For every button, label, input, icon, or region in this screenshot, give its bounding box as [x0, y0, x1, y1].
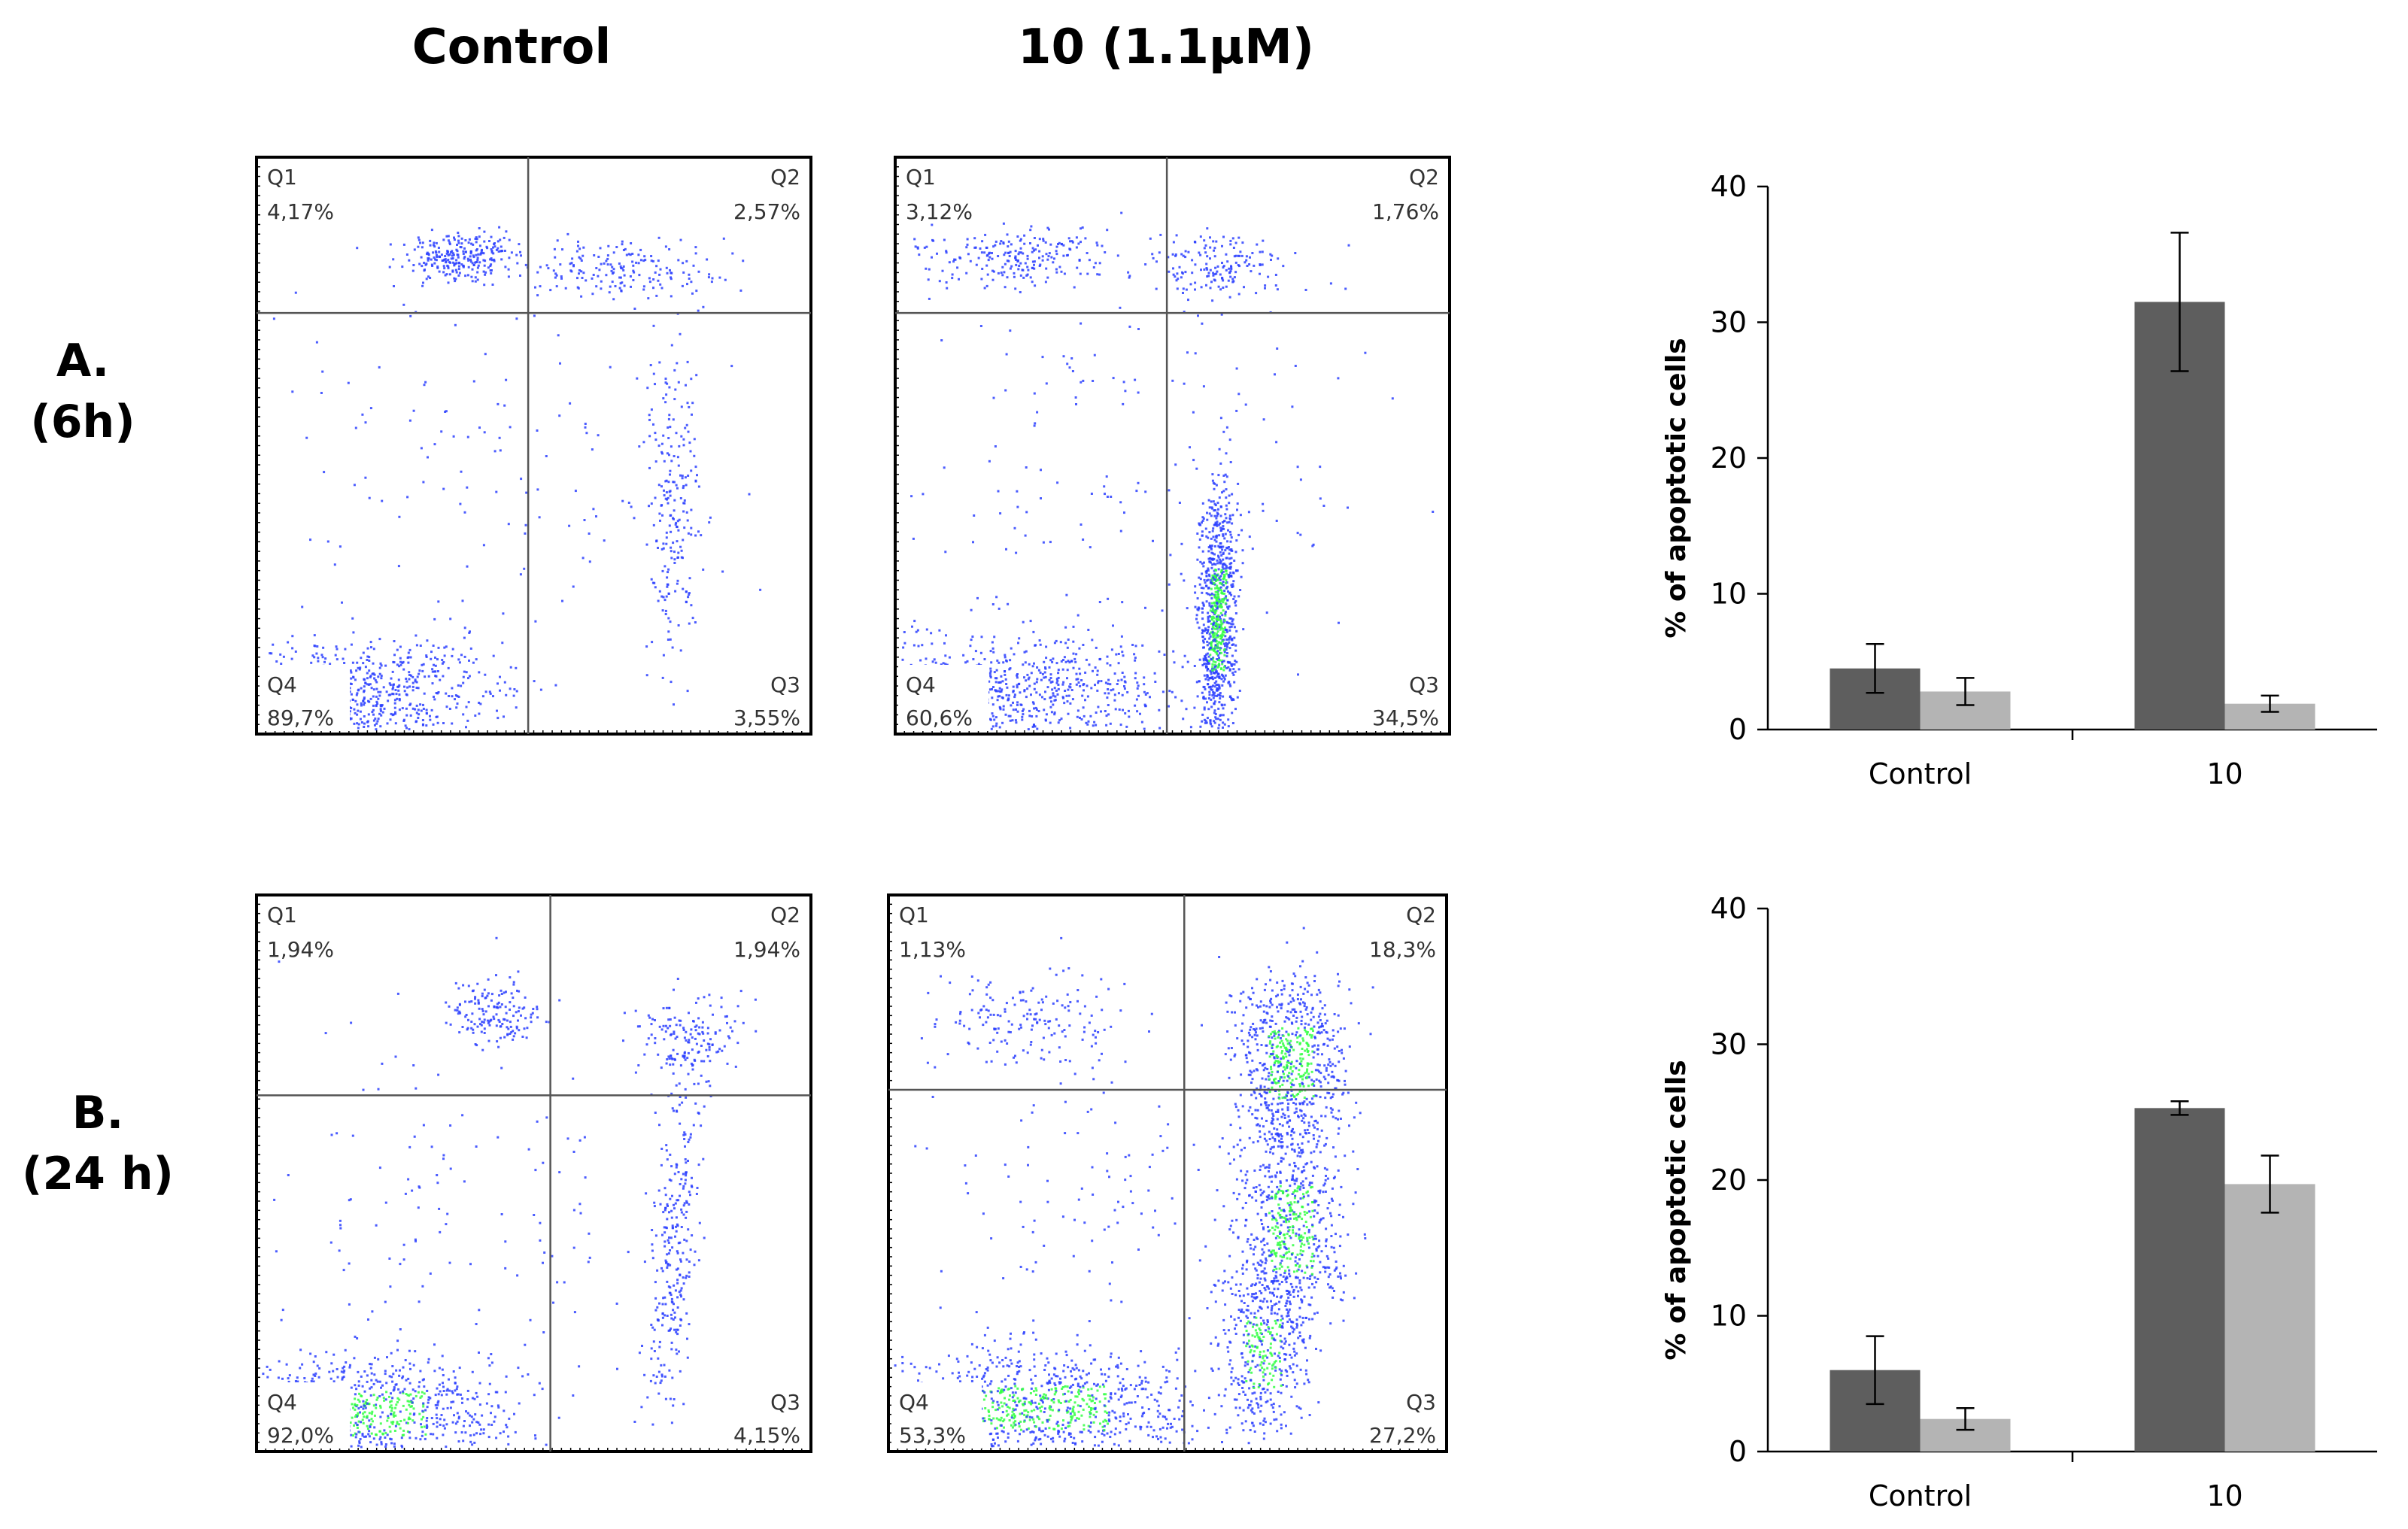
- bar-6h-error-bar-10-series-2: [2261, 694, 2279, 713]
- bar-6h-error-bar-Control-series-2: [1956, 677, 1975, 706]
- quadrant-q2-value: 18,3%: [1369, 937, 1436, 962]
- bar-24h-error-bar-10-series-2: [2261, 1154, 2279, 1214]
- column-title-treated: 10 (1.1μM): [1018, 20, 1314, 75]
- dot-cloud: [894, 927, 1374, 1448]
- column-title-control: Control: [411, 20, 612, 75]
- quadrant-q4-name: Q4: [267, 1390, 297, 1415]
- bar-chart-24h: 0 10 20 30 40 % of apoptotic cells Control 10: [1661, 892, 2377, 1512]
- quadrant-q1-name: Q1: [267, 903, 297, 927]
- bar-24h-y-tick-label: 20: [1711, 1163, 1747, 1197]
- bar-24h-bar-10-series-1: [2134, 1108, 2225, 1452]
- quadrant-q4-name: Q4: [899, 1390, 929, 1415]
- quadrant-q3-name: Q3: [770, 1390, 800, 1415]
- row-label-a-time: (6h): [30, 396, 135, 448]
- bar-24h-error-bar-10-series-1: [2170, 1100, 2189, 1116]
- bar-24h-y-tick-label: 30: [1711, 1028, 1747, 1061]
- dot-plot-6h-treated: Q1 3,12% Q2 1,76% Q4 60,6% Q3 34,5%: [894, 156, 1451, 736]
- quadrant-q3-name: Q3: [1409, 672, 1439, 697]
- quadrant-q4-value: 92,0%: [267, 1423, 334, 1448]
- bar-6h-error-bar-Control-series-1: [1866, 643, 1884, 694]
- bar-6h-category-label: Control: [1869, 757, 1972, 790]
- quadrant-q2-name: Q2: [1406, 903, 1436, 927]
- bar-24h-y-label: % of apoptotic cells: [1661, 1060, 1692, 1360]
- bar-24h-error-bar-Control-series-2: [1956, 1406, 1975, 1431]
- quadrant-q2-name: Q2: [770, 165, 800, 190]
- quadrant-q3-name: Q3: [770, 672, 800, 697]
- quadrant-q4-value: 89,7%: [267, 705, 334, 730]
- quadrant-q4-value: 60,6%: [906, 705, 973, 730]
- dot-cloud: [900, 211, 1435, 731]
- quadrant-q2-name: Q2: [770, 903, 800, 927]
- quadrant-q1-name: Q1: [267, 165, 297, 190]
- quadrant-q4-name: Q4: [906, 672, 936, 697]
- dot-plot-24h-treated: Q1 1,13% Q2 18,3% Q4 53,3% Q3 27,2%: [887, 893, 1448, 1453]
- bar-24h-category-label: Control: [1869, 1479, 1972, 1512]
- row-label-a-letter: A.: [56, 335, 110, 387]
- quadrant-q1-name: Q1: [906, 165, 936, 190]
- bar-6h-y-tick-label: 30: [1711, 306, 1747, 339]
- plot-frame: [255, 893, 812, 1453]
- bar-24h-y-tick-label: 40: [1711, 892, 1747, 925]
- quadrant-q1-value: 1,94%: [267, 937, 334, 962]
- row-label-a: A. (6h): [15, 331, 150, 453]
- bar-6h-y-tick-label: 40: [1711, 170, 1747, 203]
- bar-24h-y-tick-label: 10: [1711, 1300, 1747, 1333]
- bar-6h-y-tick-label: 10: [1711, 578, 1747, 611]
- bar-24h-bar-10-series-2: [2224, 1184, 2315, 1452]
- plot-frame: [887, 893, 1448, 1453]
- bar-6h-y-label: % of apoptotic cells: [1661, 338, 1692, 638]
- row-label-b-time: (24 h): [22, 1148, 174, 1200]
- quadrant-q1-value: 4,17%: [267, 199, 334, 224]
- bar-24h-y-tick-label: 0: [1729, 1435, 1747, 1468]
- dot-plot-6h-control: Q1 4,17% Q2 2,57% Q4 89,7% Q3 3,55%: [255, 156, 812, 736]
- dot-plot-24h-control: Q1 1,94% Q2 1,94% Q4 92,0% Q3 4,15%: [255, 893, 812, 1453]
- row-label-b: B. (24 h): [15, 1083, 181, 1205]
- quadrant-q3-value: 3,55%: [733, 705, 800, 730]
- quadrant-q2-value: 1,76%: [1372, 199, 1439, 224]
- quadrant-q1-value: 1,13%: [899, 937, 966, 962]
- bar-6h-bar-10-series-1: [2134, 302, 2225, 730]
- row-label-b-letter: B.: [71, 1087, 124, 1139]
- quadrant-q2-name: Q2: [1409, 165, 1439, 190]
- quadrant-q1-value: 3,12%: [906, 199, 973, 224]
- quadrant-q2-value: 2,57%: [733, 199, 800, 224]
- bar-6h-category-label: 10: [2206, 757, 2243, 790]
- quadrant-q4-name: Q4: [267, 672, 297, 697]
- quadrant-q3-name: Q3: [1406, 1390, 1436, 1415]
- bar-6h-y-tick-label: 20: [1711, 441, 1747, 475]
- bar-6h-y-tick-label: 0: [1729, 713, 1747, 746]
- quadrant-q4-value: 53,3%: [899, 1423, 966, 1448]
- bar-24h-error-bar-Control-series-1: [1866, 1335, 1884, 1406]
- bar-chart-6h: 0 10 20 30 40 % of apoptotic cells Control 10: [1661, 170, 2377, 790]
- quadrant-q3-value: 27,2%: [1369, 1423, 1436, 1448]
- quadrant-q2-value: 1,94%: [733, 937, 800, 962]
- quadrant-q3-value: 34,5%: [1372, 705, 1439, 730]
- quadrant-q3-value: 4,15%: [733, 1423, 800, 1448]
- bar-6h-error-bar-10-series-1: [2170, 232, 2189, 372]
- bar-24h-category-label: 10: [2206, 1479, 2243, 1512]
- quadrant-q1-name: Q1: [899, 903, 929, 927]
- plot-frame: [255, 156, 812, 736]
- plot-frame: [894, 156, 1451, 736]
